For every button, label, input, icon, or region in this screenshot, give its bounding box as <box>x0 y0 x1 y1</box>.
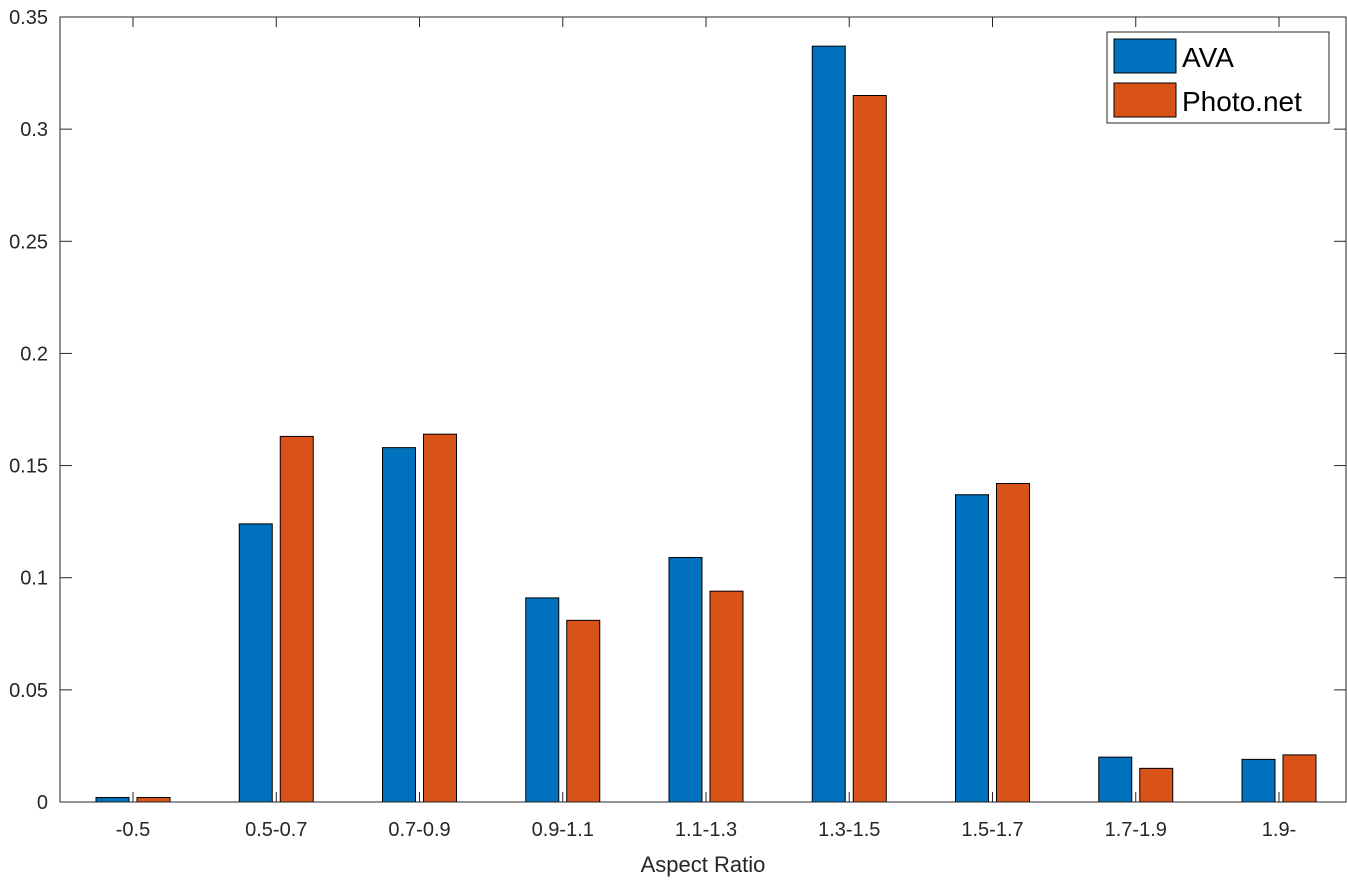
bar-ava-2 <box>382 447 416 803</box>
x-tick-label: 1.1-1.3 <box>675 819 737 841</box>
bar-photonet-5 <box>852 95 887 803</box>
bar-photonet-8 <box>1282 754 1317 803</box>
bar-ava-5 <box>811 45 846 803</box>
bar-ava-6 <box>955 494 989 803</box>
bars-group <box>95 45 1317 803</box>
x-tick-label: 0.5-0.7 <box>245 819 307 841</box>
x-tick-label: 1.7-1.9 <box>1105 819 1167 841</box>
axes-box <box>59 16 1347 803</box>
x-tick-label: 1.9- <box>1262 819 1296 841</box>
bar-photonet-2 <box>423 433 457 803</box>
x-tick-label: 0.7-0.9 <box>388 819 450 841</box>
y-tick-label: 0.15 <box>9 456 48 478</box>
legend-swatch-ava <box>1113 38 1177 74</box>
bar-ava-8 <box>1241 758 1276 803</box>
legend-label-ava: AVA <box>1182 42 1234 73</box>
bar-photonet-1 <box>279 435 314 803</box>
bar-photonet-0 <box>136 797 171 803</box>
x-tick-label: 1.3-1.5 <box>818 819 880 841</box>
legend-swatch-photonet <box>1113 82 1177 118</box>
bar-photonet-7 <box>1139 767 1174 803</box>
y-tick-label: 0.35 <box>9 7 48 29</box>
y-tick-label: 0.1 <box>20 568 48 590</box>
x-tick-label: 1.5-1.7 <box>961 819 1023 841</box>
x-tick-label: 0.9-1.1 <box>532 819 594 841</box>
bar-photonet-3 <box>566 619 601 803</box>
bar-photonet-6 <box>996 483 1030 803</box>
y-tick-label: 0.05 <box>9 680 48 702</box>
x-tick-label: -0.5 <box>116 819 150 841</box>
plot-area <box>60 17 1346 802</box>
y-tick-label: 0 <box>37 792 48 814</box>
x-axis-title: Aspect Ratio <box>641 852 766 877</box>
y-tick-label: 0.2 <box>20 343 48 365</box>
bar-ava-1 <box>238 523 273 803</box>
y-tick-label: 0.3 <box>20 119 48 141</box>
y-tick-label: 0.25 <box>9 231 48 253</box>
bar-photonet-4 <box>709 590 744 803</box>
bar-ava-3 <box>525 597 560 803</box>
legend-label-photonet: Photo.net <box>1182 86 1302 117</box>
bar-ava-7 <box>1098 756 1133 803</box>
ticks-group: -0.5 0.5-0.7 0.7-0.9 0.9-1.1 1.1-1.3 1.3-1.5 1… <box>9 7 1346 841</box>
bar-ava-4 <box>668 557 703 803</box>
legend: AVA Photo.net <box>1106 31 1330 124</box>
bar-ava-0 <box>95 797 130 803</box>
